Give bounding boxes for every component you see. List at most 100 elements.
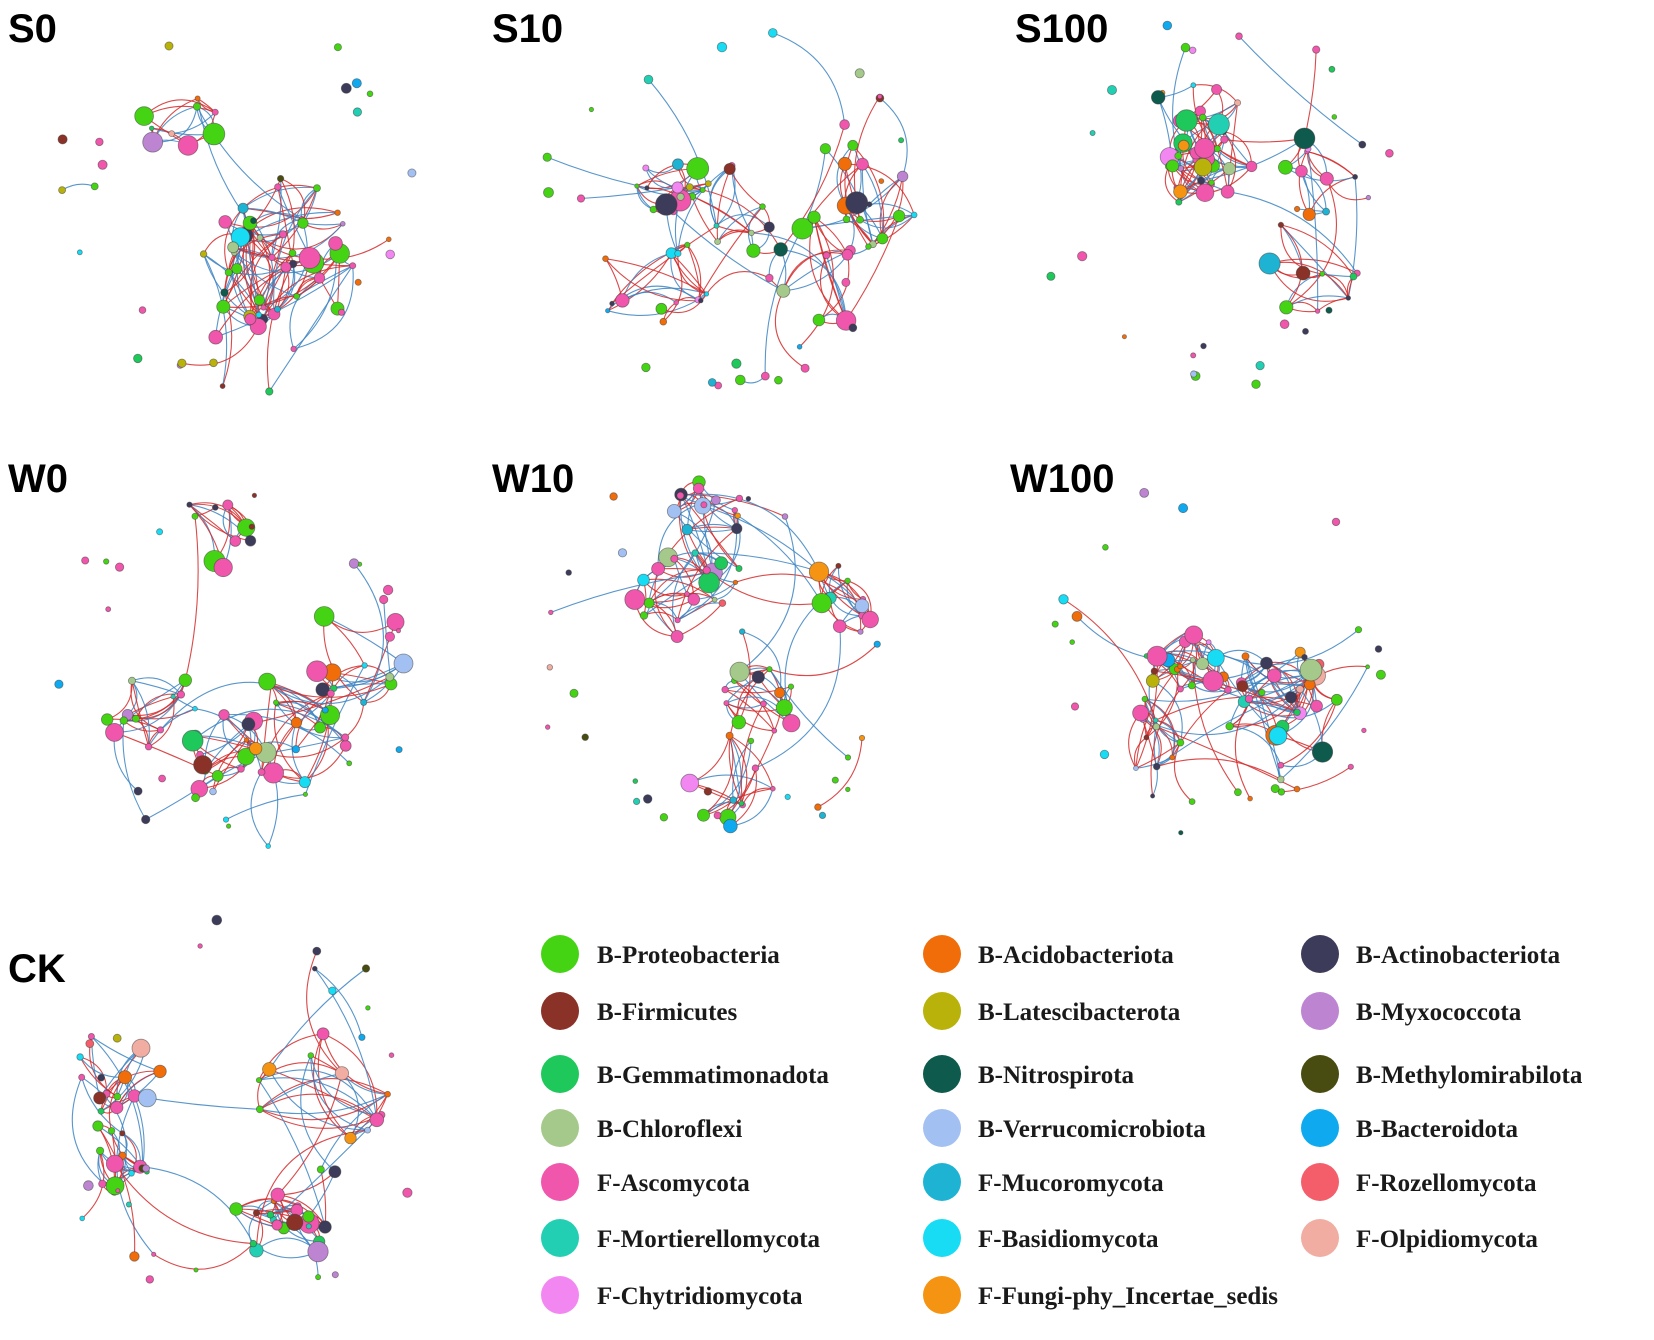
network-node [1051,620,1059,628]
network-node [565,569,572,576]
network-node [211,914,223,926]
legend-item: B-Verrucomicrobiota [923,1109,1206,1147]
network-edge [196,106,302,220]
network-edge [1155,696,1317,721]
network-title-s100: S100 [1015,7,1108,51]
network-node [1152,717,1159,723]
legend-item: B-Latescibacterota [923,992,1181,1030]
network-edge [702,189,782,250]
network-edge [706,271,770,295]
network-edge [223,233,284,293]
network-node [168,130,176,138]
network-node [735,494,744,503]
network-node [1234,99,1242,107]
legend-label: F-Ascomycota [597,1170,750,1197]
network-node [1205,639,1212,646]
network-node [703,787,713,796]
network-node [569,688,579,698]
network-node [1139,487,1150,498]
network-node [676,491,685,500]
network-node [113,1092,122,1101]
network-node [602,255,609,263]
network-node [218,215,233,229]
network-node [856,215,864,224]
network-node [158,774,167,783]
network-node [280,261,292,273]
network-node [624,589,646,610]
network-edge [81,1077,123,1134]
network-title-w100: W100 [1010,457,1115,501]
network-edge [1156,758,1282,780]
network-node [274,183,282,191]
network-node [290,716,303,729]
network-edge [135,680,186,720]
networks-layer [54,20,1394,1284]
network-node [270,1187,285,1203]
network-edge [1317,297,1349,312]
network-node [97,1107,105,1115]
network-node [119,1130,126,1137]
network-node [1194,137,1215,159]
network-node [1202,670,1224,692]
network-node [241,717,256,732]
legend-swatch [541,1219,579,1257]
network-node [723,818,738,834]
network-edge [203,253,287,276]
network-node [258,672,277,691]
network-node [395,746,403,754]
network-node [379,594,389,605]
network-edge [1135,656,1158,769]
network-node [711,495,721,506]
network-node [220,288,229,297]
network-edge [293,265,354,350]
network-node [842,215,851,224]
network-w0 [54,492,414,849]
network-edge [724,689,775,732]
network-node [257,768,266,776]
network-edge [774,290,806,369]
network-edge [1244,656,1282,780]
network-edge [1306,150,1356,178]
legend-label: B-Myxococcota [1356,999,1522,1026]
network-edge [135,693,182,719]
network-node [115,562,125,572]
legend-swatch [541,992,579,1030]
network-edge [1152,680,1183,743]
network-node [290,345,297,353]
network-node [131,714,140,723]
network-node [751,670,765,684]
network-node [671,181,684,194]
network-edge [320,1093,388,1170]
network-edge [273,187,318,315]
network-node [1197,176,1206,185]
network-node [707,378,717,387]
network-node [192,102,202,111]
network-node [54,679,64,689]
network-node [1311,741,1334,763]
network-node [1365,194,1372,201]
network-edge [1280,224,1354,277]
network-node [856,157,869,171]
legend-swatch [1301,1109,1339,1147]
network-edge [1241,682,1310,686]
network-edge [91,1036,161,1072]
network-node [1245,160,1258,173]
network-node [219,383,226,390]
network-node [723,700,730,707]
network-node [153,1064,167,1079]
network-node [1302,207,1316,221]
network-node [97,1073,105,1082]
network-node [76,1053,84,1061]
network-edge [123,694,182,722]
network-node [680,773,699,793]
network-node [731,715,747,730]
network-node [782,714,801,733]
network-node [177,135,199,156]
legend-swatch [923,1055,961,1093]
network-node [588,106,595,113]
network-node [1285,691,1298,704]
network-node [302,791,308,797]
network-node [800,363,810,373]
legend-swatch [923,1163,961,1201]
legend-swatch [541,1109,579,1147]
